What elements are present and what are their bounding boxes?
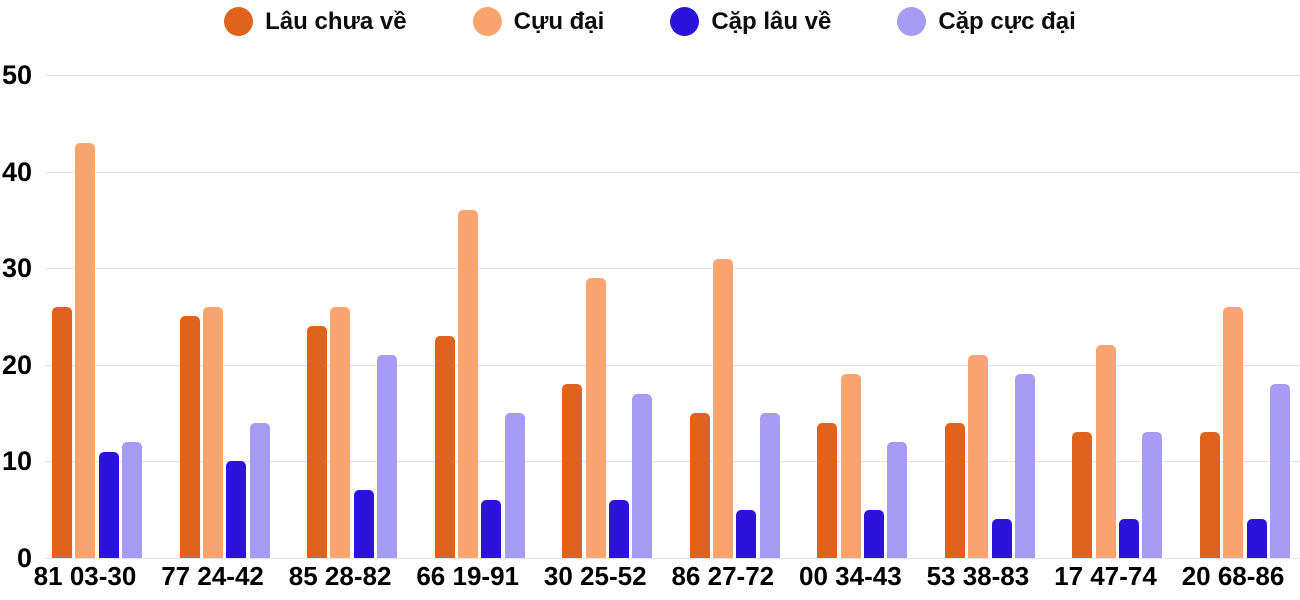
bar [75,143,96,558]
bar [377,355,398,558]
legend-swatch-icon [897,7,927,36]
legend-swatch-icon [224,7,254,36]
gridline [45,364,1300,366]
legend-label: Cặp lâu về [711,7,832,35]
y-axis-tick-label: 30 [1,253,32,284]
y-axis-tick-label: 50 [1,60,32,90]
bar [1200,432,1221,558]
bar [98,452,119,558]
bar [458,210,478,558]
bar [689,413,710,558]
bar [307,326,328,558]
gridline [45,268,1300,270]
bar [713,259,734,558]
bar [249,423,270,558]
gridline [45,558,1300,559]
x-axis-label: 86 27-72 [671,561,775,591]
legend-label: Lâu chưa về [265,7,407,35]
gridline [45,461,1300,463]
bar [1014,374,1035,558]
gridline [45,75,1300,76]
bar [226,461,247,558]
bar [504,413,525,558]
bar [736,510,757,558]
bar [944,423,965,558]
bar [864,510,885,558]
bar [968,355,989,558]
bar [1223,307,1244,558]
bar-group [434,210,525,558]
x-axis-label: 66 19-91 [416,561,519,591]
bar-group [52,143,142,558]
bar [1142,432,1163,558]
bar [330,307,351,558]
bar [1270,384,1291,558]
bar [840,374,861,558]
bar [1119,519,1140,558]
bar [991,519,1012,558]
bar-group [1072,345,1163,558]
bar-group [817,374,908,558]
x-axis-label: 20 68-86 [1181,561,1285,591]
bar [632,394,653,558]
legend-label: Cựu đại [513,7,605,35]
y-axis-tick-label: 20 [1,349,32,380]
x-axis-label: 85 28-82 [288,561,392,591]
bar [585,278,606,558]
bar [1246,519,1267,558]
bar [817,423,838,558]
x-axis-label: 81 03-30 [33,561,137,591]
bar [1072,432,1093,558]
legend-item: Lâu chưa về [224,7,407,36]
x-axis-label: 53 38-83 [926,561,1030,591]
chart-legend: Lâu chưa về Cựu đại Cặp lâu về Cặp cực đại [0,7,1300,36]
bar [608,500,629,558]
bar [202,307,223,558]
legend-item: Cặp cực đại [897,7,1076,36]
bar [481,500,502,558]
y-axis-tick-label: 10 [1,446,32,477]
bar [1095,345,1116,558]
bar [562,384,583,558]
bar [434,336,455,558]
gridline [45,171,1300,173]
legend-swatch-icon [472,7,502,36]
y-axis-tick-label: 0 [16,543,32,573]
bar [121,442,142,558]
bar-group [689,259,780,558]
bar-group [307,307,398,558]
x-axis-label: 00 34-43 [799,561,902,591]
bar [179,316,200,558]
x-axis-label: 17 47-74 [1054,561,1157,591]
legend-item: Cựu đại [472,7,605,36]
legend-swatch-icon [670,7,700,36]
bar [759,413,780,558]
bar [353,490,374,558]
x-axis-label: 30 25-52 [543,561,647,591]
bar-group [562,278,653,558]
bar-group [179,307,270,558]
bar-group [944,355,1035,558]
bar [52,307,72,558]
legend-item: Cặp lâu về [670,7,831,36]
bar [887,442,908,558]
legend-label: Cặp cực đại [938,7,1076,35]
y-axis-tick-label: 40 [1,156,32,187]
x-axis-label: 77 24-42 [161,561,264,591]
bar-group [1200,307,1291,558]
